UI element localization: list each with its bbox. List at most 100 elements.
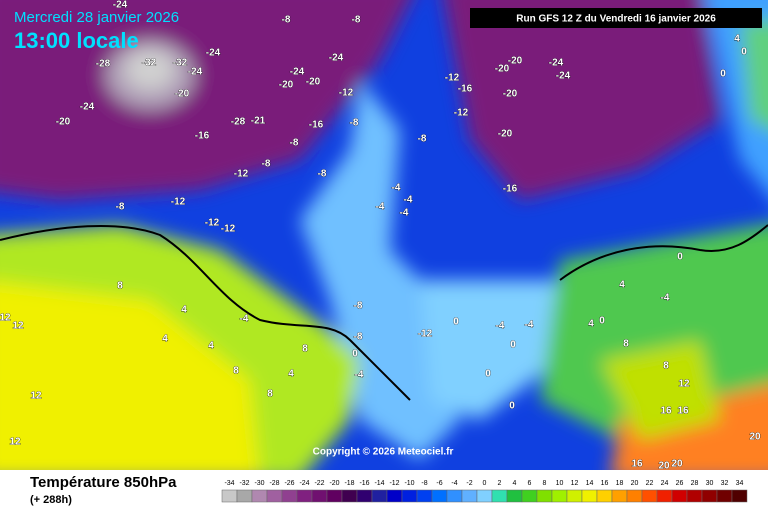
isotherm-label: 4 bbox=[288, 369, 294, 380]
isotherm-label: -24 bbox=[188, 67, 203, 78]
isotherm-label: -24 bbox=[329, 53, 344, 64]
legend-swatch bbox=[341, 489, 358, 503]
isotherm-label: -28 bbox=[96, 59, 111, 70]
legend-swatch bbox=[281, 489, 298, 503]
legend-label: -2 bbox=[466, 480, 472, 487]
isotherm-label: -8 bbox=[290, 138, 299, 149]
legend-label: 28 bbox=[691, 480, 699, 487]
isotherm-label: -20 bbox=[508, 56, 523, 67]
isotherm-label: -8 bbox=[318, 169, 327, 180]
legend-swatch bbox=[236, 489, 253, 503]
isotherm-label: 8 bbox=[267, 389, 273, 400]
legend-label: 32 bbox=[721, 480, 729, 487]
legend-swatch bbox=[476, 489, 493, 503]
legend-label: 12 bbox=[571, 480, 579, 487]
isotherm-label: -4 bbox=[661, 293, 670, 304]
legend-label: -22 bbox=[314, 480, 324, 487]
isotherm-label: 12 bbox=[678, 379, 690, 390]
legend-swatch bbox=[506, 489, 523, 503]
isotherm-label: -16 bbox=[503, 184, 518, 195]
isotherm-label: -8 bbox=[354, 332, 363, 343]
legend-label: 2 bbox=[498, 480, 502, 487]
legend-swatch bbox=[536, 489, 553, 503]
isotherm-label: -4 bbox=[240, 314, 249, 325]
legend-label: -6 bbox=[436, 480, 442, 487]
legend-label: 16 bbox=[601, 480, 609, 487]
isotherm-label: -16 bbox=[458, 84, 473, 95]
isotherm-label: -4 bbox=[392, 183, 401, 194]
isotherm-label: -8 bbox=[262, 159, 271, 170]
legend-swatch bbox=[326, 489, 343, 503]
legend-label: -4 bbox=[451, 480, 457, 487]
legend-swatch bbox=[461, 489, 478, 503]
legend-label: 0 bbox=[483, 480, 487, 487]
isotherm-label: 16 bbox=[631, 459, 643, 470]
legend-label: 26 bbox=[676, 480, 684, 487]
legend-label: -26 bbox=[284, 480, 294, 487]
isotherm-label: -32 bbox=[173, 58, 188, 69]
isotherm-label: 4 bbox=[734, 34, 740, 45]
legend-label: -16 bbox=[359, 480, 369, 487]
isotherm-label: -4 bbox=[496, 321, 505, 332]
isotherm-label: 0 bbox=[677, 252, 683, 263]
isotherm-label: -12 bbox=[221, 224, 236, 235]
run-info: Run GFS 12 Z du Vendredi 16 janvier 2026 bbox=[516, 14, 716, 25]
temperature-field bbox=[0, 0, 768, 480]
map: -24-8 -8-24-28 -32 -32-24-20-24-20-16-28 -21… bbox=[0, 0, 768, 480]
isotherm-label: 16 bbox=[660, 406, 672, 417]
legend-label: 20 bbox=[631, 480, 639, 487]
legend-label: 30 bbox=[706, 480, 714, 487]
legend-swatch bbox=[521, 489, 538, 503]
isotherm-label: 12 bbox=[0, 313, 11, 324]
isotherm-label: 0 bbox=[352, 349, 358, 360]
legend-swatch bbox=[446, 489, 463, 503]
isotherm-label: 0 bbox=[485, 369, 491, 380]
isotherm-label: -12 bbox=[418, 329, 433, 340]
isotherm-label: -20 bbox=[175, 89, 190, 100]
isotherm-labels: -24-8 -8-24-28 -32 -32-24-20-24-20-16-28 -21… bbox=[0, 0, 761, 472]
legend-swatch bbox=[596, 489, 613, 503]
legend-swatch bbox=[356, 489, 373, 503]
legend-label: 6 bbox=[528, 480, 532, 487]
isotherm-label: 0 bbox=[741, 47, 747, 58]
legend-label: 8 bbox=[543, 480, 547, 487]
isotherm-label: -8 bbox=[418, 134, 427, 145]
legend-swatch bbox=[641, 489, 658, 503]
isotherm-label: -24 bbox=[556, 71, 571, 82]
legend-swatch bbox=[401, 489, 418, 503]
isotherm-label: 16 bbox=[677, 406, 689, 417]
isotherm-label: -8 bbox=[354, 301, 363, 312]
isotherm-label: 4 bbox=[181, 305, 187, 316]
legend-swatch bbox=[701, 489, 718, 503]
legend-label: -18 bbox=[344, 480, 354, 487]
legend-label: 14 bbox=[586, 480, 594, 487]
date: Mercredi 28 janvier 2026 bbox=[14, 9, 179, 26]
legend-swatch bbox=[416, 489, 433, 503]
isotherm-label: 0 bbox=[509, 401, 515, 412]
footer-lead: (+ 288h) bbox=[30, 494, 72, 506]
isotherm-label: -8 bbox=[116, 202, 125, 213]
isotherm-label: -16 bbox=[195, 131, 210, 142]
isotherm-label: -4 bbox=[525, 320, 534, 331]
copyright: Copyright © 2026 Meteociel.fr bbox=[313, 447, 454, 458]
isotherm-label: 8 bbox=[663, 361, 669, 372]
isotherm-label: 8 bbox=[233, 366, 239, 377]
isotherm-label: -12 bbox=[234, 169, 249, 180]
isotherm-label: -20 bbox=[498, 129, 513, 140]
isotherm-label: -4 bbox=[355, 370, 364, 381]
isotherm-label: -20 bbox=[279, 80, 294, 91]
legend-swatch bbox=[491, 489, 508, 503]
isotherm-label: 12 bbox=[30, 391, 42, 402]
run-box bbox=[470, 8, 762, 28]
isotherm-label: 20 bbox=[658, 461, 670, 472]
isotherm-label: -20 bbox=[56, 117, 71, 128]
legend-label: -14 bbox=[374, 480, 384, 487]
legend-label: -20 bbox=[329, 480, 339, 487]
isotherm-label: 4 bbox=[619, 280, 625, 291]
isotherm-label: 8 bbox=[302, 344, 308, 355]
isotherm-label: -24 bbox=[290, 67, 305, 78]
isotherm-label: -12 bbox=[205, 218, 220, 229]
legend-swatch bbox=[686, 489, 703, 503]
legend-swatch bbox=[266, 489, 283, 503]
isotherm-label: 12 bbox=[9, 437, 21, 448]
